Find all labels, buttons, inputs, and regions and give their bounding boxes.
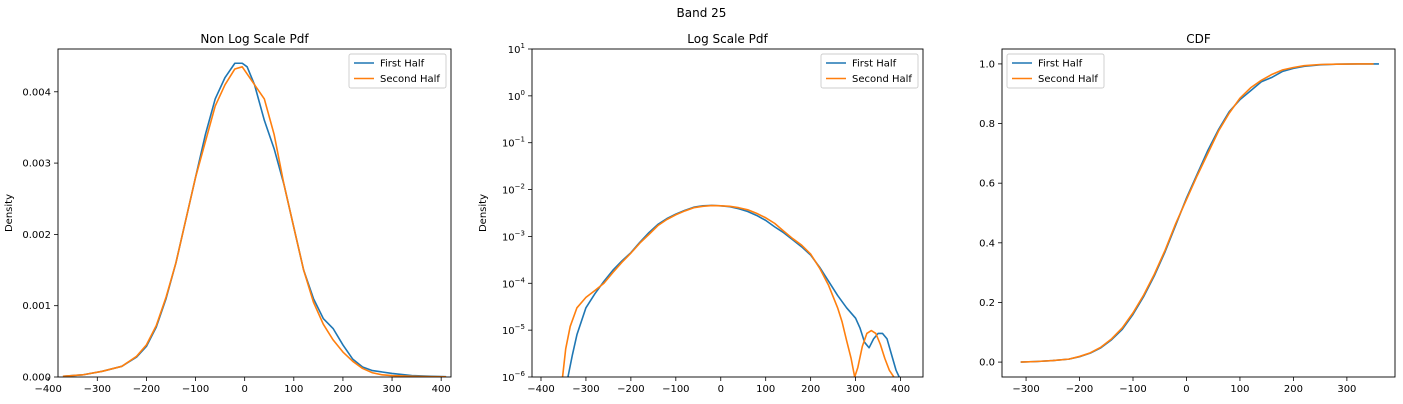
x-tick-label: −100	[182, 384, 209, 395]
y-tick-label: 0.2	[979, 298, 995, 309]
y-tick-label: 10−2	[502, 183, 525, 197]
y-tick-exponent: −2	[515, 183, 525, 191]
x-tick-label: −300	[84, 384, 111, 395]
y-tick-label: 0.000	[22, 373, 51, 384]
y-tick-label: 0.8	[979, 119, 995, 130]
series-line-first-half	[62, 62, 447, 377]
x-tick-label: 0	[241, 384, 247, 395]
subplot-log-pdf: −400 −300 −200 −100 0 100 200 300 40010−610−510−…	[478, 32, 924, 395]
y-tick-exponent: −4	[515, 276, 526, 284]
series-line-second-half	[62, 66, 447, 377]
y-tick-label: 10−3	[502, 229, 525, 243]
x-tick-label: −200	[133, 384, 160, 395]
legend-label-second-half: Second Half	[1038, 74, 1098, 85]
y-tick-label: 0.6	[979, 179, 995, 190]
axes-frame	[1001, 48, 1396, 378]
x-tick-label: −300	[572, 384, 599, 395]
x-tick-label: −200	[1066, 384, 1093, 395]
y-tick-label: 0.0	[979, 358, 995, 369]
axes-title: Non Log Scale Pdf	[200, 32, 309, 46]
x-tick-label: 200	[333, 384, 352, 395]
x-tick-label: 300	[383, 384, 402, 395]
y-tick-label: 10−5	[502, 323, 525, 337]
x-tick-label: −300	[1012, 384, 1039, 395]
y-tick-exponent: 0	[521, 89, 525, 97]
y-tick-label: 101	[508, 42, 525, 56]
subplot-cdf: −300 −200 −100 0 100 200 300 0.0 0.2 0.4 0.6 0.8 1.0…	[979, 32, 1396, 395]
x-tick-label: 0	[718, 384, 724, 395]
series-line-second-half	[561, 204, 895, 377]
series-line-first-half	[1020, 63, 1379, 363]
axes-frame	[531, 48, 924, 378]
x-tick-label: −200	[617, 384, 644, 395]
y-tick-label: 0.4	[979, 238, 995, 249]
y-tick-label: 10−1	[502, 136, 525, 150]
figure-suptitle: Band 25	[677, 6, 727, 20]
y-tick-label: 100	[508, 89, 525, 103]
series-line-first-half	[567, 204, 900, 377]
y-tick-label: 10−4	[502, 276, 526, 290]
y-tick-exponent: −6	[515, 370, 526, 378]
axes-title: CDF	[1186, 32, 1211, 46]
y-tick-exponent: −1	[515, 136, 525, 144]
y-tick-label: 0.001	[22, 301, 51, 312]
x-tick-label: −100	[662, 384, 689, 395]
legend-label-second-half: Second Half	[380, 74, 440, 85]
y-axis-label: Density	[478, 194, 489, 232]
x-tick-label: −100	[1119, 384, 1146, 395]
legend-label-first-half: First Half	[380, 59, 425, 70]
x-tick-label: 100	[756, 384, 775, 395]
y-tick-label: 0.004	[22, 87, 51, 98]
x-tick-label: −400	[34, 384, 61, 395]
axes-frame	[57, 48, 452, 378]
subplot-non-log-pdf: −400 −300 −200 −100 0 100 200 300 400 0.000 0.001 0…	[4, 32, 452, 395]
legend-label-second-half: Second Half	[852, 74, 912, 85]
y-tick-label: 10−6	[502, 370, 526, 384]
y-tick-exponent: −5	[515, 323, 525, 331]
legend-label-first-half: First Half	[1038, 59, 1083, 70]
x-tick-label: 200	[1284, 384, 1303, 395]
x-tick-label: 300	[846, 384, 865, 395]
x-tick-label: 300	[1337, 384, 1356, 395]
x-tick-label: 0	[1183, 384, 1189, 395]
x-tick-label: −400	[527, 384, 554, 395]
y-axis-label: Density	[4, 194, 15, 232]
y-tick-label: 1.0	[979, 59, 995, 70]
y-tick-label: 0.003	[22, 159, 51, 170]
legend-label-first-half: First Half	[852, 59, 897, 70]
y-tick-label: 0.002	[22, 230, 51, 241]
y-tick-exponent: 1	[521, 42, 525, 50]
x-tick-label: 400	[432, 384, 451, 395]
x-tick-label: 100	[1230, 384, 1249, 395]
x-tick-label: 100	[284, 384, 303, 395]
y-tick-exponent: −3	[515, 229, 525, 237]
x-tick-label: 400	[891, 384, 910, 395]
series-line-second-half	[1020, 63, 1374, 363]
x-tick-label: 200	[801, 384, 820, 395]
axes-title: Log Scale Pdf	[687, 32, 768, 46]
